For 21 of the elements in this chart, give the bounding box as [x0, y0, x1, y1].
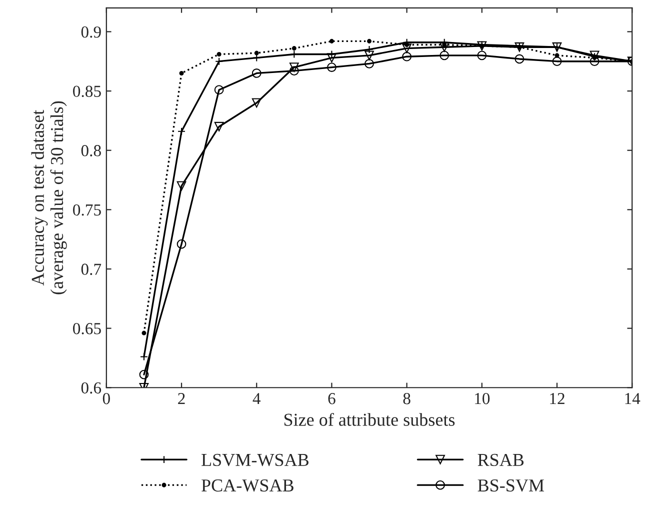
- x-tick-label: 14: [625, 393, 640, 404]
- y-tick-label: 0.65: [73, 323, 101, 334]
- y-axis-title: Accuracy on test dataset (average value of 30 trials): [31, 101, 67, 294]
- x-axis-title: Size of attribute subsets: [284, 412, 455, 426]
- x-tick-label: 12: [550, 393, 564, 404]
- y-tick-label: 0.7: [81, 264, 102, 276]
- y-tick-label: 0.9: [81, 26, 101, 38]
- y-tick-label: 0.85: [73, 86, 101, 98]
- y-tick-label: 0.6: [81, 382, 102, 394]
- legend-label: RSAB: [478, 454, 524, 466]
- x-tick-label: 6: [328, 393, 336, 404]
- x-tick-label: 2: [178, 393, 185, 404]
- y-tick-label: 0.75: [73, 204, 101, 216]
- x-tick-label: 8: [403, 392, 410, 404]
- x-tick-label: 0: [102, 392, 110, 404]
- legend-label: LSVM-WSAB: [202, 454, 308, 466]
- x-tick-label: 4: [252, 393, 261, 404]
- y-tick-label: 0.8: [81, 145, 101, 156]
- legend-label: BS-SVM: [478, 479, 544, 492]
- x-tick-label: 10: [475, 392, 490, 404]
- legend-label: PCA-WSAB: [202, 479, 294, 492]
